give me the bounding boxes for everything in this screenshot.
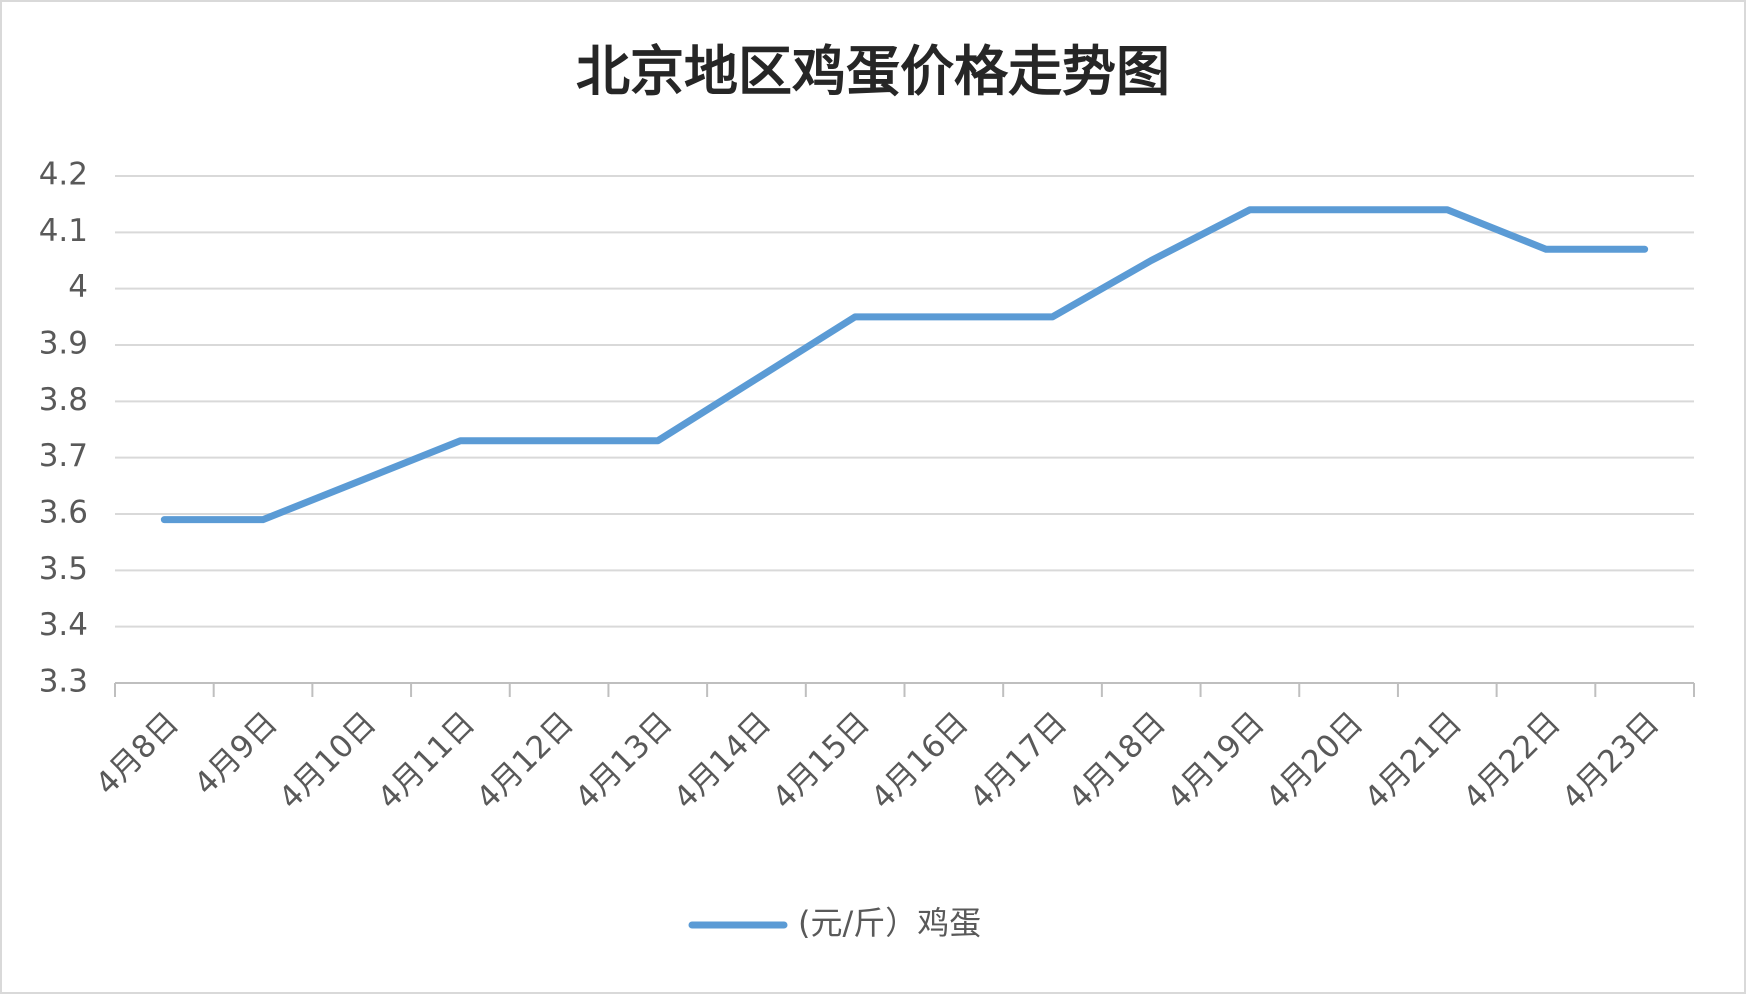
- y-tick-label: 3.3: [39, 664, 88, 700]
- y-tick-label: 4: [68, 269, 88, 305]
- y-tick-label: 4.1: [39, 213, 88, 249]
- y-tick-label: 3.7: [39, 438, 88, 474]
- chart-title: 北京地区鸡蛋价格走势图: [576, 39, 1170, 103]
- y-tick-label: 3.5: [39, 551, 88, 587]
- legend-label: (元/斤）鸡蛋: [798, 904, 981, 942]
- y-tick-label: 3.6: [39, 495, 88, 531]
- y-tick-label: 3.9: [39, 326, 88, 362]
- y-tick-label: 3.4: [39, 607, 88, 643]
- line-series: [160, 206, 1649, 524]
- y-tick-label: 4.2: [39, 157, 88, 193]
- y-tick-label: 3.8: [39, 382, 88, 418]
